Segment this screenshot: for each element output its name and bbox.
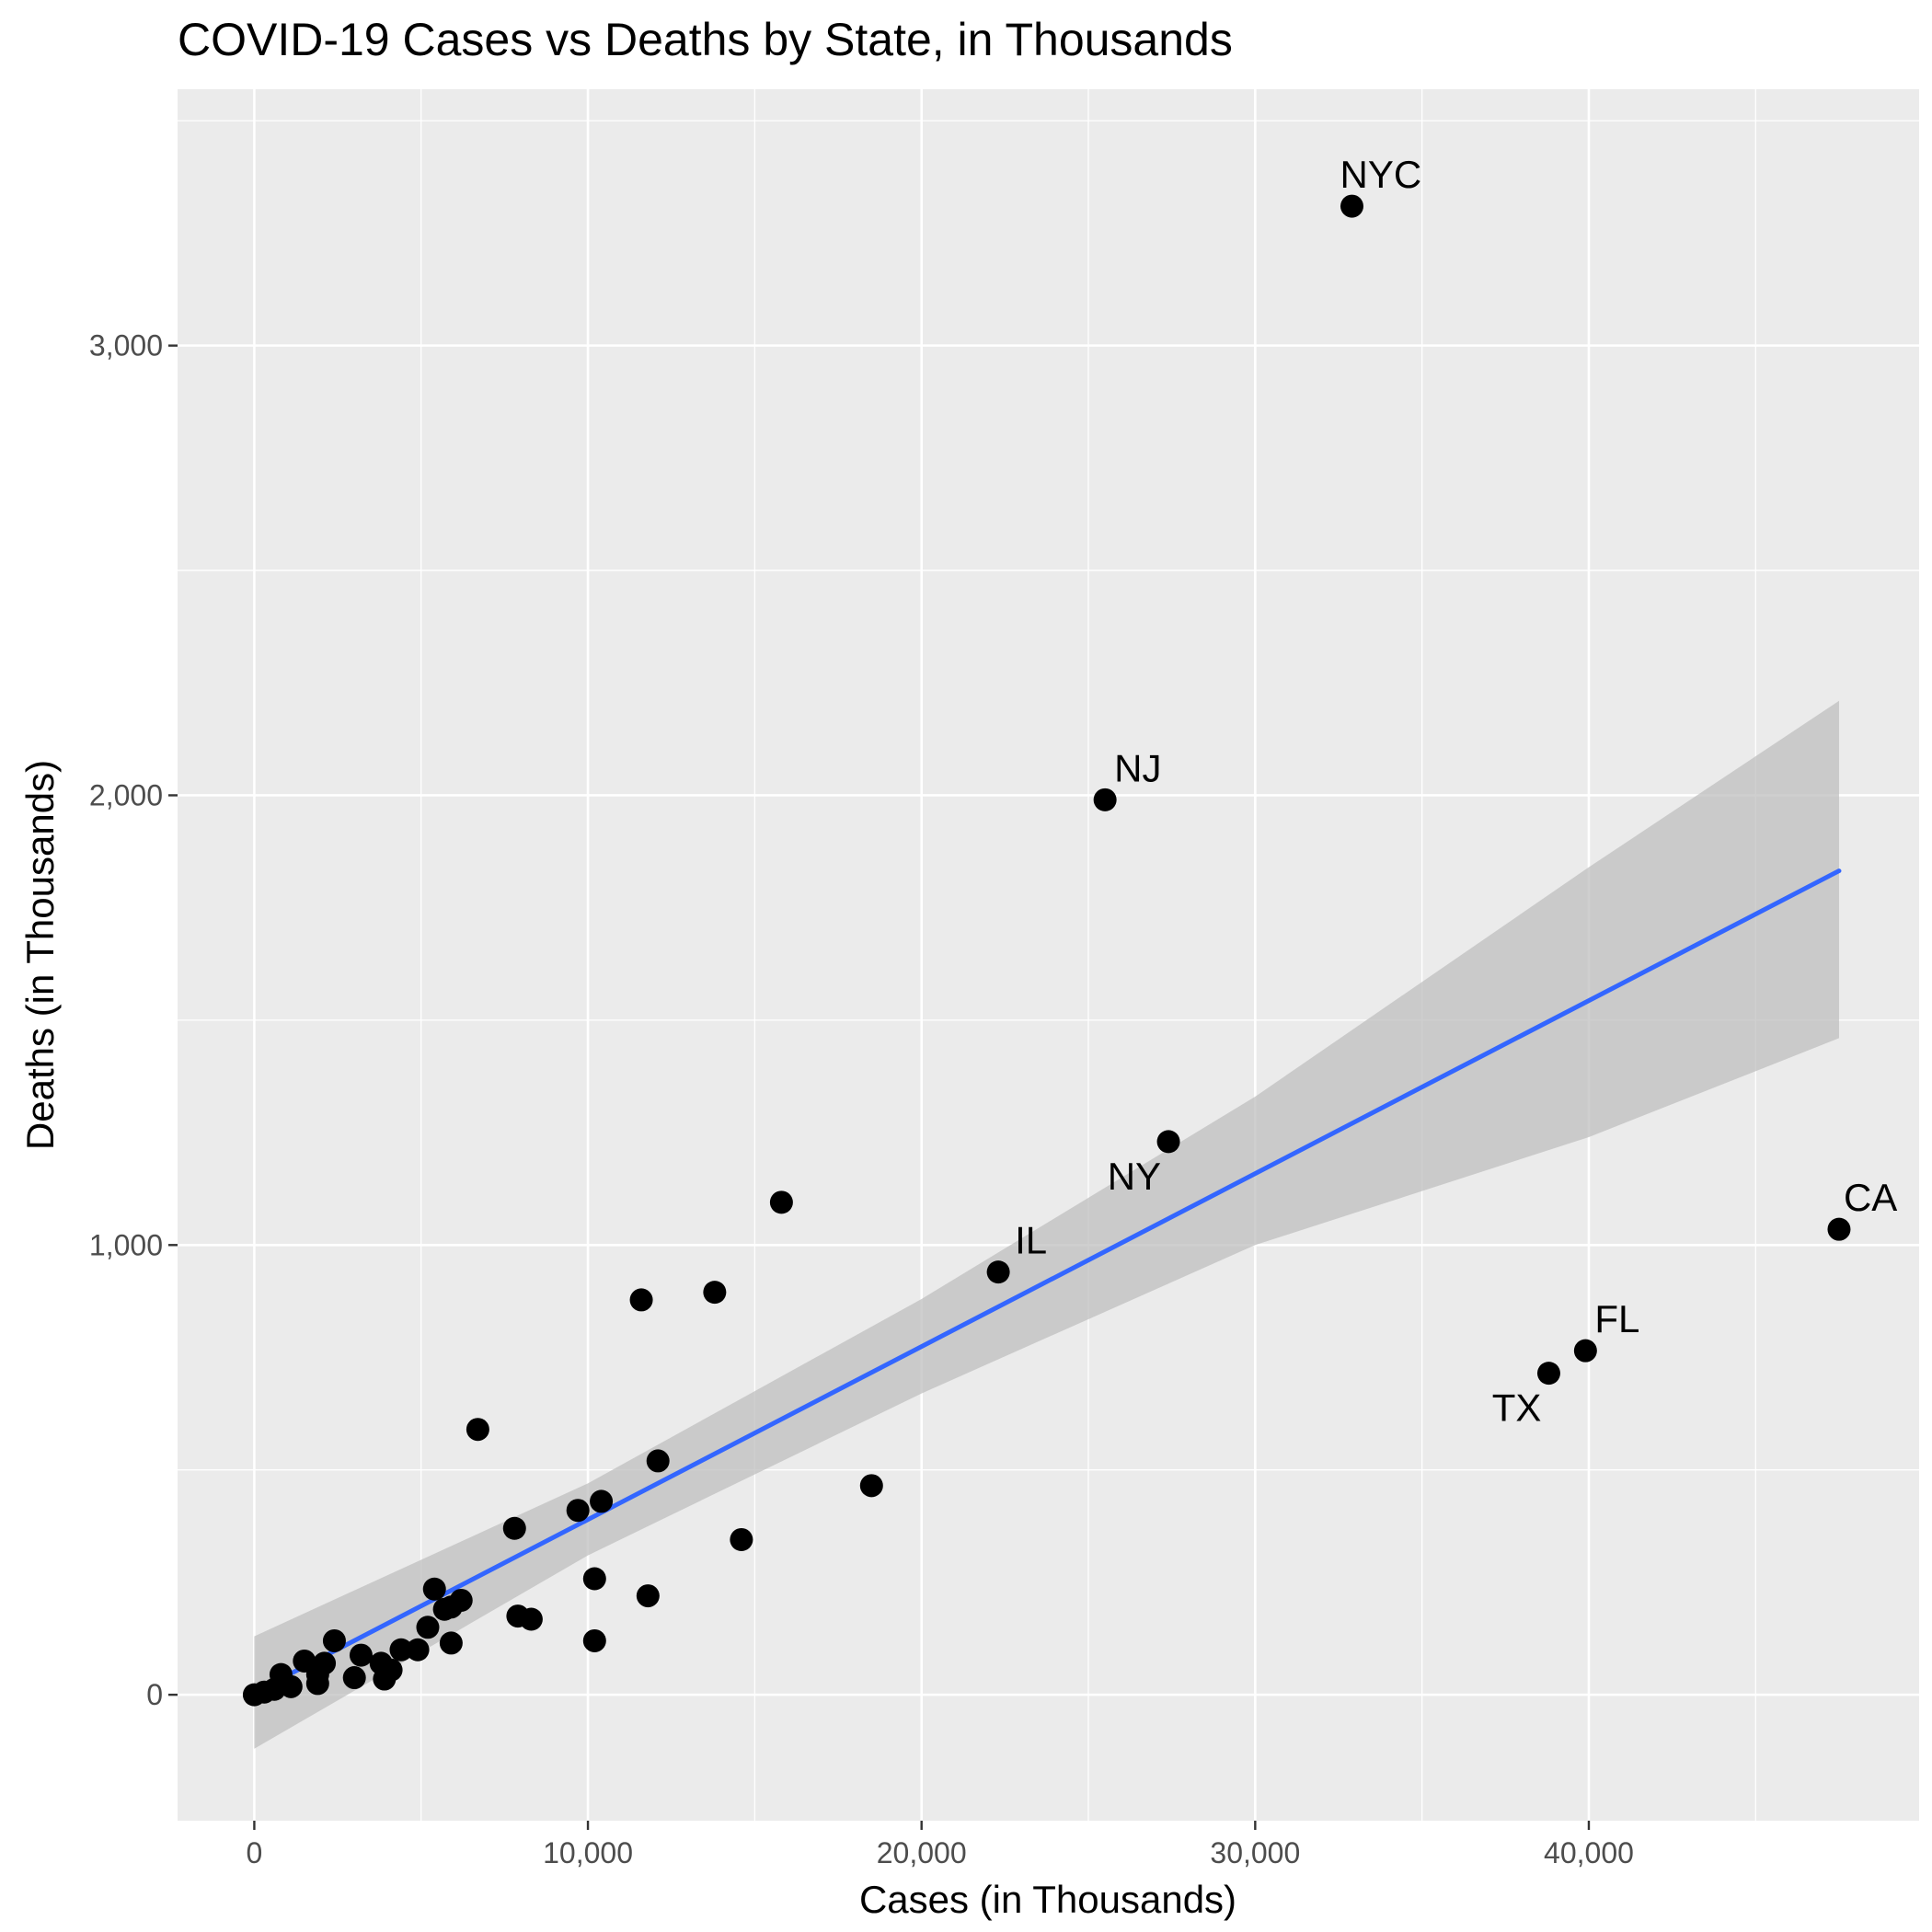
data-point (646, 1449, 670, 1473)
trend-line (251, 868, 1842, 1696)
trend-line-layer (251, 700, 1842, 1749)
data-point (422, 1577, 446, 1601)
data-point (730, 1527, 753, 1551)
x-tick-label: 0 (247, 1836, 263, 1869)
data-point (590, 1489, 614, 1513)
data-point (1573, 1339, 1597, 1363)
points-layer (242, 194, 1851, 1707)
data-point (439, 1631, 463, 1655)
data-point (349, 1643, 373, 1667)
point-label: NY (1108, 1155, 1161, 1198)
data-point (582, 1567, 606, 1591)
data-point (466, 1418, 489, 1442)
data-point (502, 1516, 526, 1540)
data-point (389, 1638, 413, 1662)
data-point (342, 1666, 366, 1690)
y-tick-label: 3,000 (89, 329, 163, 362)
data-point (1827, 1217, 1851, 1241)
data-point (582, 1628, 606, 1652)
x-axis-title: Cases (in Thousands) (859, 1878, 1236, 1921)
y-tick-label: 2,000 (89, 778, 163, 811)
point-label: NJ (1114, 746, 1161, 789)
data-point (416, 1616, 440, 1639)
data-point (305, 1672, 329, 1696)
point-label: TX (1492, 1386, 1542, 1430)
y-tick-label: 1,000 (89, 1228, 163, 1261)
data-point (629, 1288, 653, 1312)
x-tick-label: 30,000 (1210, 1836, 1300, 1869)
chart-title: COVID-19 Cases vs Deaths by State, in Th… (178, 14, 1233, 65)
data-point (1093, 788, 1117, 811)
x-tick-label: 40,000 (1544, 1836, 1634, 1869)
data-point (373, 1667, 397, 1691)
data-point (242, 1683, 266, 1707)
data-point (1156, 1130, 1180, 1154)
data-point (636, 1584, 660, 1608)
point-labels-layer: NYC NJ NY IL CA FL TX (1015, 153, 1897, 1430)
data-point (1536, 1362, 1560, 1386)
y-axis-title: Deaths (in Thousands) (18, 760, 62, 1150)
point-label: NYC (1340, 153, 1422, 196)
x-tick-label: 20,000 (877, 1836, 967, 1869)
point-label: FL (1594, 1297, 1639, 1340)
data-point (519, 1607, 543, 1631)
y-tick-label: 0 (146, 1678, 163, 1711)
point-label: IL (1015, 1219, 1047, 1262)
data-point (566, 1499, 590, 1523)
data-point (986, 1260, 1010, 1284)
data-point (769, 1190, 793, 1214)
data-point (406, 1638, 430, 1662)
x-tick-label: 10,000 (543, 1836, 633, 1869)
point-label: CA (1844, 1176, 1897, 1219)
axes-layer: 0 10,000 20,000 30,000 40,000 0 1,000 2,000 3,00… (89, 329, 1634, 1869)
data-point (432, 1597, 456, 1621)
data-point (1340, 194, 1364, 218)
data-point (859, 1474, 883, 1498)
data-point (703, 1281, 727, 1305)
data-point (322, 1628, 346, 1652)
